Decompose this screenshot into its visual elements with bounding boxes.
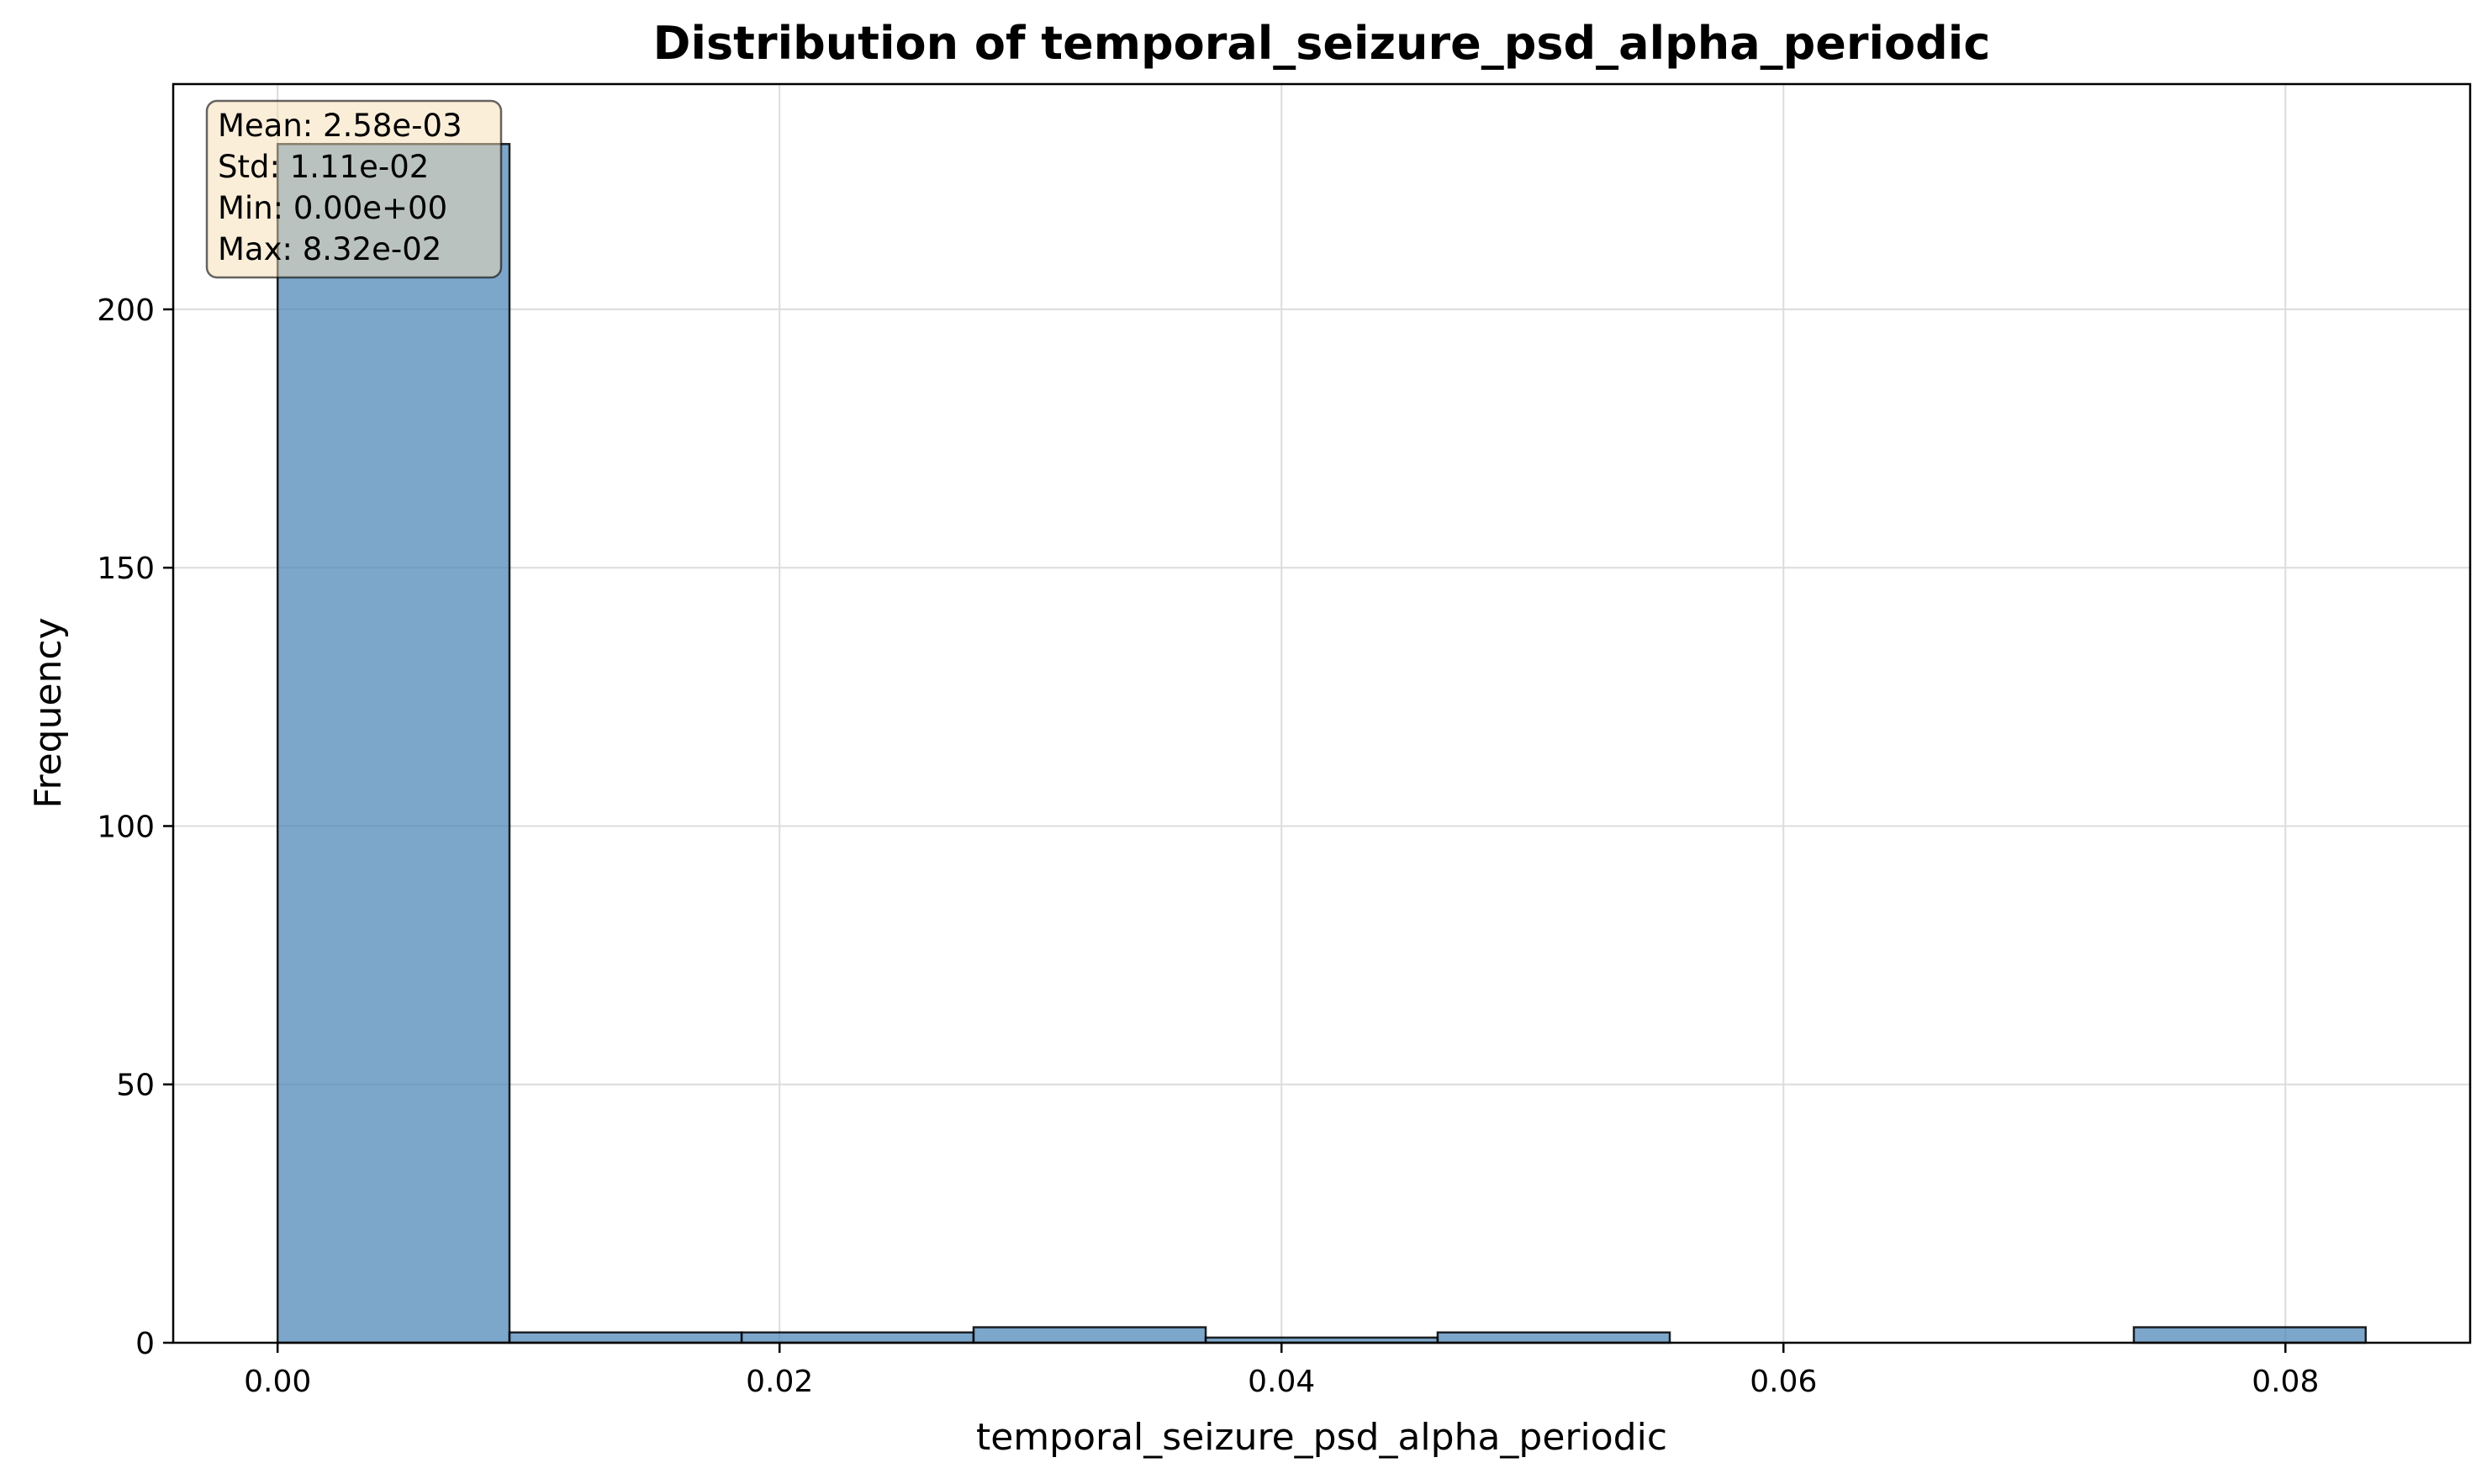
histogram-bar (972, 1326, 1207, 1344)
y-tick-label: 200 (97, 293, 155, 328)
chart-title: Distribution of temporal_seizure_psd_alp… (653, 17, 1991, 70)
histogram-bar (508, 1331, 743, 1344)
histogram-bar (276, 143, 511, 1344)
stats-min: Min: 0.00e+00 (218, 190, 447, 226)
x-tick-label: 0.06 (1750, 1365, 1817, 1399)
stats-mean: Mean: 2.58e-03 (218, 108, 462, 144)
stats-box: Mean: 2.58e-03 Std: 1.11e-02 Min: 0.00e+… (205, 99, 503, 279)
y-tick-label: 100 (97, 810, 155, 844)
histogram-bar (2132, 1326, 2368, 1344)
y-tick-label: 150 (97, 552, 155, 586)
x-axis-label: temporal_seizure_psd_alpha_periodic (976, 1416, 1667, 1459)
stats-max: Max: 8.32e-02 (218, 231, 441, 267)
histogram-bar (1436, 1331, 1671, 1344)
y-tick-label: 0 (135, 1327, 155, 1361)
x-tick-label: 0.00 (244, 1365, 311, 1399)
x-tick-label: 0.04 (1248, 1365, 1315, 1399)
y-axis-label: Frequency (27, 617, 70, 808)
y-tick-label: 50 (116, 1069, 155, 1103)
x-tick-label: 0.02 (746, 1365, 813, 1399)
histogram-bar (740, 1331, 975, 1344)
stats-std: Std: 1.11e-02 (218, 149, 429, 185)
ticks-layer: 0.00 0.02 0.04 0.06 0.08 0 50 100 150 200 (97, 293, 2319, 1399)
bars-layer (276, 143, 2368, 1344)
x-tick-label: 0.08 (2252, 1365, 2319, 1399)
plot-frame (172, 82, 2472, 1344)
stats-box-background (205, 99, 503, 279)
